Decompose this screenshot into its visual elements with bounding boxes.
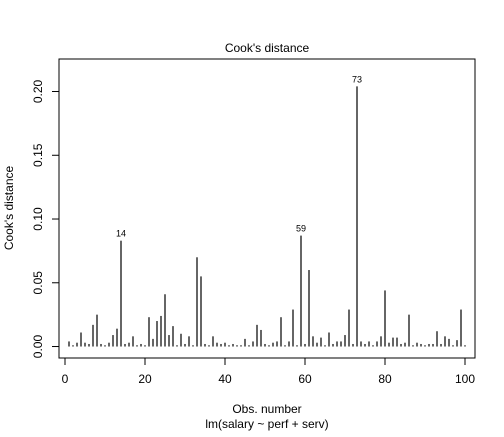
y-tick-label-3: 0.15 — [31, 143, 45, 167]
y-axis-label: Cook's distance — [2, 166, 16, 251]
x-axis: 0 20 40 60 80 100 — [62, 357, 475, 386]
y-tick-label-2: 0.10 — [31, 207, 45, 231]
x-tick-label-60: 60 — [298, 372, 312, 386]
point-label-14: 14 — [116, 229, 126, 239]
point-labels: 14 59 73 — [116, 74, 362, 238]
y-axis: 0.00 0.05 0.10 0.15 0.20 — [31, 80, 60, 359]
panel-title: Cook's distance — [225, 41, 310, 55]
x-tick-label-0: 0 — [62, 372, 69, 386]
x-tick-label-20: 20 — [138, 372, 152, 386]
x-tick-label-100: 100 — [455, 372, 475, 386]
chart-subtitle: lm(salary ~ perf + serv) — [205, 417, 328, 431]
x-axis-label: Obs. number — [232, 402, 301, 416]
y-tick-label-0: 0.00 — [31, 335, 45, 359]
x-tick-label-40: 40 — [218, 372, 232, 386]
x-tick-label-80: 80 — [378, 372, 392, 386]
point-label-73: 73 — [352, 74, 362, 84]
y-tick-label-4: 0.20 — [31, 80, 45, 104]
bar-series — [68, 86, 466, 347]
y-tick-label-1: 0.05 — [31, 271, 45, 295]
point-label-59: 59 — [296, 224, 306, 234]
